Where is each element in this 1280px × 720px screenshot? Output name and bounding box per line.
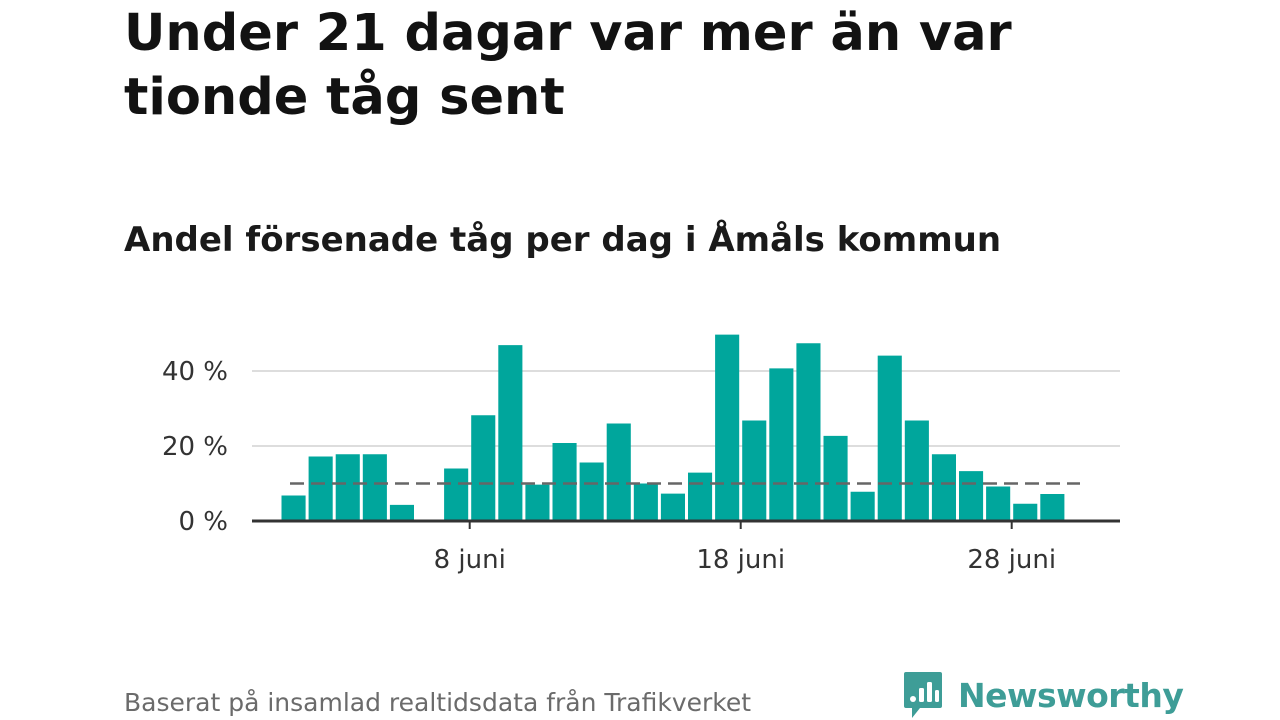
bar: [986, 486, 1011, 521]
chart-title: Under 21 dagar var mer än var tionde tåg…: [124, 4, 1012, 127]
chart-subtitle: Andel försenade tåg per dag i Åmåls komm…: [124, 220, 1002, 260]
x-tick-label: 28 juni: [967, 545, 1056, 575]
bar: [498, 345, 523, 521]
axes: 0 % 20 % 40 % 8 juni 18 juni 28 juni: [162, 357, 1120, 575]
bar: [660, 493, 685, 521]
bar: [633, 483, 658, 521]
bar: [877, 355, 902, 521]
bar: [931, 454, 956, 521]
bar: [796, 343, 821, 521]
bar: [308, 456, 333, 521]
bar: [742, 420, 767, 521]
bar: [444, 468, 469, 521]
bar: [362, 454, 387, 521]
bar: [335, 454, 360, 521]
bar: [1013, 503, 1038, 521]
grid-lines: [252, 370, 1120, 447]
bar: [715, 334, 740, 521]
bar: [904, 420, 929, 521]
y-tick-label: 20 %: [162, 432, 228, 462]
bar: [525, 484, 550, 521]
source-note: Baserat på insamlad realtidsdata från Tr…: [124, 688, 752, 717]
bar: [769, 368, 794, 521]
bar: [1040, 494, 1065, 521]
bar: [389, 504, 414, 521]
y-tick-label: 0 %: [178, 507, 228, 537]
bar: [579, 462, 604, 521]
bar: [850, 491, 875, 521]
bar: [606, 423, 631, 521]
bar: [688, 472, 713, 521]
x-tick-label: 18 juni: [696, 545, 785, 575]
newsworthy-logo: Newsworthy: [902, 670, 1184, 720]
brand-name: Newsworthy: [958, 675, 1184, 715]
bars: [281, 334, 1065, 521]
y-tick-label: 40 %: [162, 357, 228, 387]
bar: [281, 495, 306, 521]
bar: [552, 443, 577, 521]
bar: [959, 471, 984, 521]
x-tick-label: 8 juni: [434, 545, 506, 575]
newsworthy-logo-icon: [904, 672, 942, 718]
bar: [823, 435, 848, 521]
bar: [471, 415, 496, 521]
